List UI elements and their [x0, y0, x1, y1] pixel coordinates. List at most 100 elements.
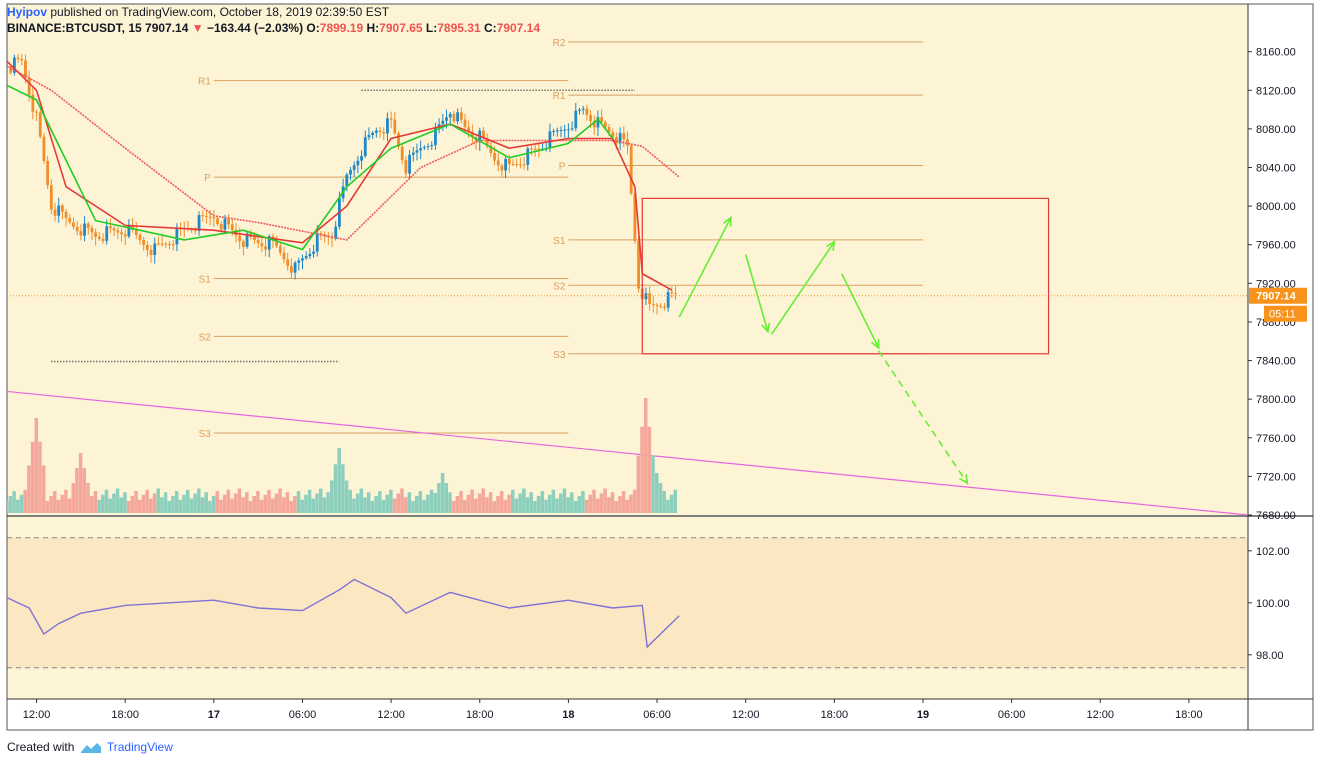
candle-body: [600, 117, 604, 123]
rsi-tick-label: 98.00: [1256, 650, 1284, 662]
candle-body: [448, 113, 452, 118]
volume-bar: [27, 465, 31, 513]
volume-bar: [374, 496, 378, 513]
candle-body: [615, 137, 618, 144]
volume-bar: [278, 488, 282, 513]
volume-bar: [385, 494, 389, 513]
volume-bar: [444, 483, 449, 513]
candle-body: [552, 130, 556, 132]
volume-bar: [581, 491, 585, 513]
ohlc-line: BINANCE:BTCUSDT, 15 7907.14 ▼ −163.44 (−…: [7, 20, 1247, 36]
volume-bar: [403, 497, 408, 513]
candle-body: [411, 152, 415, 155]
low-value: 7895.31: [437, 21, 481, 35]
candle-body: [164, 243, 168, 245]
candle-body: [574, 110, 578, 129]
candle-body: [208, 216, 212, 218]
volume-bar: [488, 492, 493, 513]
candle-body: [622, 133, 626, 140]
volume-bar: [274, 493, 279, 513]
volume-bar: [86, 483, 90, 513]
volume-bar: [629, 494, 633, 513]
volume-bar: [41, 465, 46, 513]
tradingview-brand-link[interactable]: TradingView: [106, 740, 173, 754]
volume-bar: [126, 501, 131, 513]
volume-bar: [60, 494, 64, 513]
candle-body: [629, 145, 633, 194]
author-link[interactable]: Hyipov: [7, 5, 48, 19]
volume-bar: [570, 492, 574, 513]
volume-bar: [536, 496, 541, 513]
volume-bar: [455, 496, 460, 513]
volume-bar: [237, 488, 242, 513]
countdown-badge: [1264, 305, 1307, 322]
volume-bar: [259, 499, 264, 513]
volume-bar: [511, 489, 515, 513]
candle-body: [241, 241, 245, 247]
candle-body: [116, 230, 120, 233]
candle-body: [245, 233, 249, 247]
time-tick-label: 12:00: [732, 709, 760, 721]
volume-bar: [337, 448, 341, 513]
volume-bar: [381, 499, 386, 513]
candle-body: [389, 118, 393, 120]
candle-body: [24, 60, 27, 78]
candle-body: [618, 133, 622, 144]
candle-body: [330, 237, 334, 239]
volume-bar: [566, 497, 570, 513]
candle-body: [278, 246, 282, 253]
candle-body: [651, 303, 655, 305]
time-tick-label: 12:00: [23, 709, 51, 721]
candle-body: [175, 228, 179, 245]
candle-body: [79, 231, 83, 236]
volume-bar: [130, 496, 135, 513]
candle-body: [663, 306, 666, 308]
high-label: H:: [366, 21, 380, 35]
candle-body: [426, 146, 430, 148]
pivot-label-p: P: [559, 162, 566, 173]
candle-body: [655, 304, 659, 306]
forecast-arrow-1-head: [761, 322, 771, 334]
forecast-arrow-0: [678, 217, 732, 318]
chart-header: Hyipov published on TradingView.com, Oct…: [7, 4, 1247, 40]
candle-body: [581, 108, 585, 110]
price-tick-label: 8120.00: [1256, 85, 1296, 97]
candle-body: [216, 218, 219, 224]
candle-body: [463, 119, 467, 128]
candle-body: [430, 145, 434, 147]
volume-bar: [666, 499, 670, 513]
volume-bar: [333, 464, 338, 513]
candle-body: [264, 246, 267, 250]
candle-body: [397, 133, 400, 147]
volume-bar: [67, 498, 72, 513]
pivot-label-s2: S2: [199, 332, 212, 343]
time-tick-label: 19: [917, 709, 929, 721]
volume-bar: [119, 497, 123, 513]
candle-body: [212, 217, 216, 219]
forecast-box: [641, 197, 1050, 355]
volume-bar: [145, 489, 149, 513]
candle-body: [489, 145, 493, 154]
volume-bar: [160, 497, 164, 513]
volume-bar: [97, 499, 101, 513]
volume-bar: [178, 499, 183, 513]
pivot-label-s2: S2: [553, 281, 566, 292]
publish-info: published on TradingView.com, October 18…: [50, 5, 390, 19]
volume-bar: [673, 489, 678, 513]
high-value: 7907.65: [379, 21, 423, 35]
candle-body: [441, 120, 445, 125]
candle-body: [282, 252, 286, 260]
volume-bar: [208, 501, 212, 513]
candle-body: [393, 119, 397, 134]
volume-bar: [200, 497, 205, 513]
candle-body: [205, 215, 208, 217]
candle-body: [526, 148, 530, 165]
candle-body: [83, 223, 86, 236]
volume-bar: [422, 499, 426, 513]
current-price-badge: [1249, 287, 1307, 304]
rsi-tick-label: 102.00: [1256, 546, 1290, 558]
candle-body: [445, 117, 448, 121]
candle-body: [352, 165, 356, 170]
candle-body: [666, 292, 670, 308]
